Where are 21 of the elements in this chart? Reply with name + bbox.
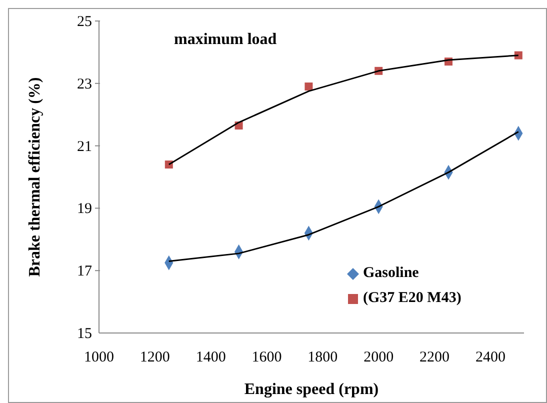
legend-label: (G37 E20 M43) bbox=[363, 290, 462, 307]
y-tick-label: 15 bbox=[77, 326, 92, 342]
text: maximum load bbox=[174, 31, 277, 49]
y-tick-label: 23 bbox=[77, 76, 92, 92]
x-tick-label: 1600 bbox=[252, 350, 282, 366]
x-axis-title: Engine speed (rpm) bbox=[244, 381, 379, 398]
legend-label: Gasoline bbox=[363, 265, 419, 282]
point bbox=[304, 82, 313, 91]
x-tick-label: 1800 bbox=[308, 350, 338, 366]
x-tick-label: 1200 bbox=[140, 350, 170, 366]
y-tick-label: 25 bbox=[77, 14, 92, 30]
x-tick-label: 1000 bbox=[84, 350, 114, 366]
x-tick-label: 2000 bbox=[364, 350, 394, 366]
point bbox=[514, 51, 522, 60]
y-tick-label: 17 bbox=[77, 264, 92, 280]
x-tick-label: 2200 bbox=[420, 350, 450, 366]
y-tick-label: 21 bbox=[77, 138, 92, 155]
y-tick-label: 19 bbox=[77, 201, 92, 218]
x-tick-label: 1400 bbox=[196, 350, 226, 366]
x-tick-label: 2400 bbox=[475, 350, 506, 366]
y-axis-title: Brake thermal efficiency (%) bbox=[26, 77, 44, 277]
